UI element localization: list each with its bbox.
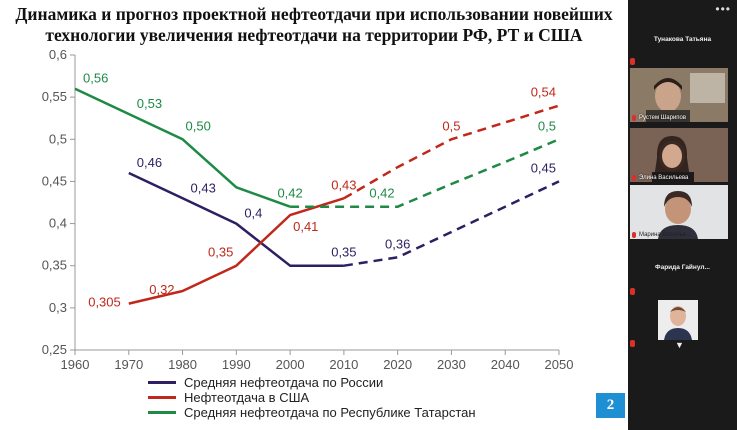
- x-tick-label: 1980: [168, 357, 197, 372]
- x-tick-label: 2000: [276, 357, 305, 372]
- presentation-slide: Динамика и прогноз проектной нефтеотдачи…: [0, 4, 628, 420]
- data-label: 0,43: [191, 180, 216, 195]
- data-label: 0,42: [277, 186, 302, 201]
- mic-muted-icon: [630, 288, 635, 295]
- series-1-line-actual: [128, 197, 345, 305]
- series-0-line-forecast: [343, 180, 560, 267]
- participant-video: Марина Васильe...: [630, 185, 728, 239]
- participant-tile[interactable]: Рустем Шарипов: [628, 68, 737, 128]
- data-label: 0,46: [137, 155, 162, 170]
- person-avatar-icon: [630, 68, 728, 122]
- y-tick-label: 0,6: [49, 47, 67, 62]
- x-tick-label: 2040: [491, 357, 520, 372]
- participant-name: Марина Васильe...: [639, 232, 692, 238]
- participant-video: [658, 300, 698, 340]
- participant-tile[interactable]: Марина Васильe...: [628, 185, 737, 242]
- participant-tile[interactable]: Тунакова Татьяна: [628, 18, 737, 68]
- participant-video: Рустем Шарипов: [630, 68, 728, 122]
- x-tick-label: 2050: [545, 357, 574, 372]
- video-participants-panel[interactable]: ••• Тунакова Татьяна Рустем Шарипов: [628, 0, 737, 430]
- y-tick-label: 0,25: [42, 342, 67, 357]
- y-tick-label: 0,4: [49, 216, 67, 231]
- legend-item-tatarstan: Средняя нефтеотдача по Республике Татарс…: [148, 405, 476, 420]
- data-label: 0,4: [244, 206, 262, 221]
- data-label: 0,305: [88, 295, 121, 310]
- y-tick-label: 0,5: [49, 131, 67, 146]
- x-tick-label: 1970: [114, 357, 143, 372]
- person-avatar-icon: [630, 185, 728, 239]
- data-label: 0,53: [137, 96, 162, 111]
- legend-label-russia: Средняя нефтеотдача по России: [184, 375, 384, 390]
- y-tick-label: 0,45: [42, 173, 67, 188]
- data-label: 0,56: [83, 71, 108, 86]
- legend-swatch-tatarstan: [148, 411, 176, 414]
- legend-label-tatarstan: Средняя нефтеотдача по Республике Татарс…: [184, 405, 476, 420]
- data-label: 0,35: [208, 245, 233, 260]
- mic-muted-icon: [632, 232, 636, 238]
- participant-name: Тунакова Татьяна: [653, 36, 712, 43]
- participant-tile[interactable]: [628, 300, 737, 347]
- legend-swatch-russia: [148, 381, 176, 384]
- legend-item-russia: Средняя нефтеотдача по России: [148, 375, 476, 390]
- x-tick-label: 2030: [437, 357, 466, 372]
- data-label: 0,45: [531, 160, 556, 175]
- slide-title: Динамика и прогноз проектной нефтеотдачи…: [0, 4, 628, 46]
- y-tick-label: 0,55: [42, 89, 67, 104]
- mic-muted-icon: [632, 115, 636, 121]
- panel-header: •••: [628, 0, 737, 18]
- legend-swatch-usa: [148, 396, 176, 399]
- person-avatar-icon: [630, 128, 728, 182]
- x-tick-label: 1960: [61, 357, 90, 372]
- series-0-line-actual: [128, 171, 344, 267]
- data-label: 0,50: [186, 118, 211, 133]
- data-label: 0,54: [531, 85, 556, 100]
- legend-item-usa: Нефтеотдача в США: [148, 390, 476, 405]
- participant-tile[interactable]: Фарида Гайнул...: [628, 244, 737, 300]
- series-1-line-forecast: [343, 104, 560, 200]
- data-label: 0,43: [331, 177, 356, 192]
- legend-label-usa: Нефтеотдача в США: [184, 390, 310, 405]
- mic-muted-icon: [630, 340, 635, 347]
- data-label: 0,36: [385, 236, 410, 251]
- slide-title-line-1: Динамика и прогноз проектной нефтеотдачи…: [15, 4, 613, 24]
- more-options-icon[interactable]: •••: [715, 2, 731, 16]
- data-label: 0,5: [538, 118, 556, 133]
- slide-title-line-2: технологии увеличения нефтеотдачи на тер…: [45, 25, 583, 45]
- series-2-line-forecast: [290, 138, 560, 208]
- data-label: 0,41: [293, 219, 318, 234]
- participant-video: Элина Васильева: [630, 128, 728, 182]
- chevron-down-icon[interactable]: ▼: [675, 340, 684, 350]
- participant-name: Элина Васильева: [639, 175, 689, 181]
- x-tick-label: 2010: [329, 357, 358, 372]
- x-tick-label: 2020: [383, 357, 412, 372]
- mic-muted-icon: [630, 58, 635, 65]
- chart-legend: Средняя нефтеотдача по России Нефтеотдач…: [148, 375, 476, 420]
- x-tick-label: 1990: [222, 357, 251, 372]
- participant-name: Фарида Гайнул...: [655, 264, 710, 271]
- participant-tile[interactable]: Элина Васильева: [628, 128, 737, 185]
- participant-name: Рустем Шарипов: [639, 115, 687, 121]
- y-tick-label: 0,35: [42, 258, 67, 273]
- line-chart: 0,25 0,3 0,35 0,4 0,45 0,5 0,55 0,6 1960 1970 1980…: [42, 47, 574, 372]
- y-tick-label: 0,3: [49, 300, 67, 315]
- data-label: 0,35: [331, 245, 356, 260]
- data-label: 0,5: [442, 118, 460, 133]
- data-label: 0,42: [369, 186, 394, 201]
- data-label: 0,32: [149, 282, 174, 297]
- mic-muted-icon: [632, 175, 636, 181]
- series-2-line-actual: [74, 87, 291, 208]
- person-avatar-icon: [658, 300, 698, 340]
- slide-page-number: 2: [596, 393, 625, 418]
